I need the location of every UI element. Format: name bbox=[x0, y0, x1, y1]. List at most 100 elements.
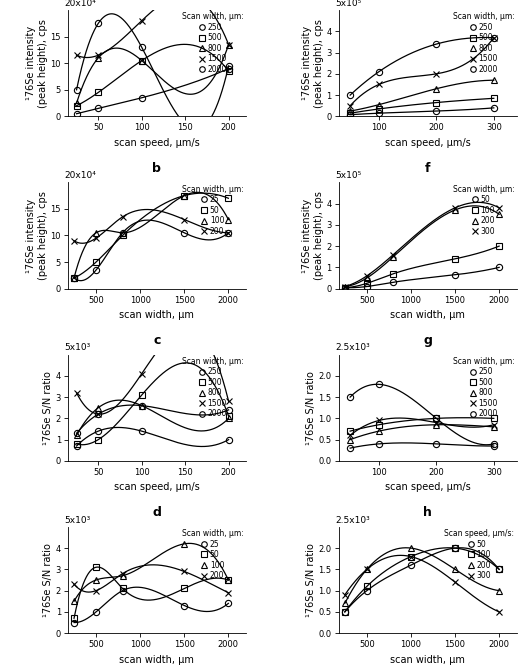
100 bbox=[496, 565, 502, 574]
25 bbox=[71, 618, 77, 626]
500 bbox=[95, 88, 101, 96]
Text: 5x10⁵: 5x10⁵ bbox=[335, 0, 361, 8]
Line: 100: 100 bbox=[71, 192, 231, 281]
1500 bbox=[226, 41, 232, 49]
800 bbox=[74, 431, 80, 440]
200 bbox=[452, 565, 458, 574]
250 bbox=[433, 414, 440, 422]
100 bbox=[496, 242, 502, 250]
250 bbox=[95, 410, 101, 418]
200 bbox=[364, 565, 370, 574]
800 bbox=[376, 100, 382, 109]
100 bbox=[71, 274, 77, 282]
50 bbox=[452, 271, 458, 279]
2000 bbox=[491, 104, 497, 112]
100 bbox=[120, 228, 126, 237]
2000 bbox=[491, 442, 497, 450]
250 bbox=[376, 68, 382, 76]
50 bbox=[496, 565, 502, 574]
200 bbox=[496, 587, 502, 595]
Line: 800: 800 bbox=[74, 42, 232, 107]
300 bbox=[496, 608, 502, 616]
Text: h: h bbox=[423, 507, 432, 519]
25 bbox=[93, 266, 99, 274]
Line: 200: 200 bbox=[342, 545, 502, 606]
Line: 100: 100 bbox=[342, 243, 502, 291]
200 bbox=[408, 544, 414, 552]
Text: d: d bbox=[152, 507, 161, 519]
Line: 200: 200 bbox=[342, 207, 502, 289]
2000 bbox=[347, 111, 353, 119]
200 bbox=[390, 253, 396, 261]
100 bbox=[452, 255, 458, 263]
500 bbox=[376, 421, 382, 429]
Line: 200: 200 bbox=[71, 568, 231, 596]
Text: 20x10⁴: 20x10⁴ bbox=[64, 171, 96, 180]
50 bbox=[181, 584, 187, 592]
50 bbox=[181, 192, 187, 200]
100 bbox=[181, 540, 187, 548]
500 bbox=[433, 98, 440, 107]
Line: 500: 500 bbox=[74, 58, 232, 109]
100 bbox=[181, 192, 187, 200]
250 bbox=[74, 429, 80, 438]
2000 bbox=[433, 107, 440, 115]
50 bbox=[93, 563, 99, 572]
2000 bbox=[74, 110, 80, 118]
Y-axis label: ¹76Se intensity
(peak height), cps: ¹76Se intensity (peak height), cps bbox=[302, 191, 324, 280]
Y-axis label: ¹76Se S/N ratio: ¹76Se S/N ratio bbox=[43, 543, 53, 617]
Line: 800: 800 bbox=[74, 403, 232, 438]
300 bbox=[364, 565, 370, 574]
Y-axis label: ¹76Se intensity
(peak height), cps: ¹76Se intensity (peak height), cps bbox=[302, 19, 324, 108]
500 bbox=[95, 436, 101, 444]
2000 bbox=[74, 442, 80, 450]
Legend: 250, 500, 800, 1500, 2000: 250, 500, 800, 1500, 2000 bbox=[181, 355, 245, 420]
X-axis label: scan width, μm: scan width, μm bbox=[390, 655, 465, 665]
100 bbox=[225, 576, 231, 584]
200 bbox=[93, 587, 99, 595]
50 bbox=[496, 263, 502, 271]
300 bbox=[342, 591, 348, 599]
25 bbox=[120, 587, 126, 595]
200 bbox=[342, 283, 348, 291]
50 bbox=[342, 608, 348, 616]
X-axis label: scan speed, μm/s: scan speed, μm/s bbox=[114, 482, 200, 492]
200 bbox=[181, 567, 187, 576]
25 bbox=[71, 274, 77, 282]
500 bbox=[74, 440, 80, 448]
100 bbox=[120, 572, 126, 580]
100 bbox=[342, 283, 348, 291]
200 bbox=[364, 274, 370, 282]
200 bbox=[93, 234, 99, 242]
Y-axis label: ¹76Se S/N ratio: ¹76Se S/N ratio bbox=[306, 543, 316, 617]
Line: 2000: 2000 bbox=[347, 441, 497, 452]
1500 bbox=[74, 389, 80, 397]
100 bbox=[390, 270, 396, 278]
1500 bbox=[347, 102, 353, 110]
Line: 2000: 2000 bbox=[347, 105, 497, 118]
300 bbox=[342, 283, 348, 291]
50 bbox=[120, 231, 126, 239]
1500 bbox=[491, 421, 497, 429]
Line: 500: 500 bbox=[347, 415, 497, 434]
Line: 800: 800 bbox=[347, 421, 497, 443]
800 bbox=[376, 427, 382, 435]
Text: b: b bbox=[152, 162, 161, 175]
1500 bbox=[433, 70, 440, 78]
Line: 50: 50 bbox=[71, 192, 231, 281]
1500 bbox=[139, 370, 145, 378]
100 bbox=[93, 228, 99, 237]
800 bbox=[433, 421, 440, 429]
Legend: 250, 500, 800, 1500, 2000: 250, 500, 800, 1500, 2000 bbox=[181, 11, 245, 76]
250 bbox=[491, 440, 497, 448]
500 bbox=[491, 414, 497, 422]
X-axis label: scan width, μm: scan width, μm bbox=[120, 310, 194, 320]
50 bbox=[93, 258, 99, 266]
Line: 1500: 1500 bbox=[347, 417, 497, 438]
200 bbox=[120, 570, 126, 578]
Y-axis label: ¹76Se intensity
(peak height), cps: ¹76Se intensity (peak height), cps bbox=[26, 191, 48, 280]
1500 bbox=[376, 80, 382, 88]
100 bbox=[452, 544, 458, 552]
50 bbox=[225, 576, 231, 584]
500 bbox=[74, 102, 80, 110]
